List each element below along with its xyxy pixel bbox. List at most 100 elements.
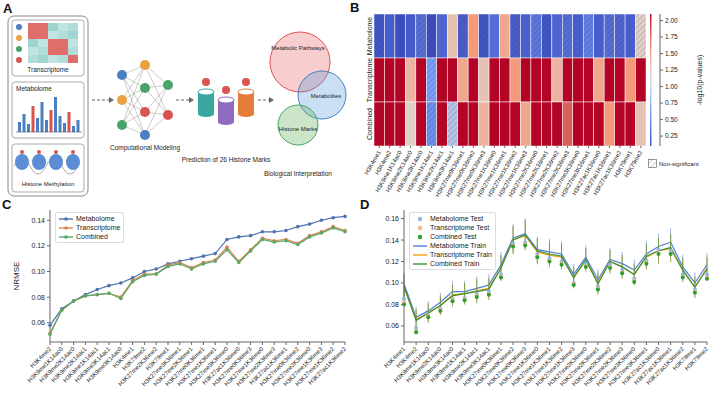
svg-text:Transcriptome: Transcriptome <box>366 58 374 103</box>
svg-text:H3K27me1K36me0: H3K27me1K36me0 <box>465 149 497 198</box>
svg-text:Histone Marks: Histone Marks <box>279 126 317 132</box>
svg-text:H3K27me3K36me1: H3K27me3K36me1 <box>607 345 649 388</box>
svg-text:H3K27me1K36me2: H3K27me1K36me2 <box>522 345 564 388</box>
svg-text:H3K27ac1K36me0: H3K27ac1K36me0 <box>571 149 602 197</box>
svg-text:H3K27ac1K36me1: H3K27ac1K36me1 <box>581 149 613 197</box>
svg-text:0.25: 0.25 <box>665 132 678 139</box>
svg-text:H3K27me1K36me1: H3K27me1K36me1 <box>510 345 552 388</box>
svg-text:H3K27me0K36me3: H3K27me0K36me3 <box>455 149 487 198</box>
svg-text:H3K27ac1K36me2: H3K27ac1K36me2 <box>307 345 347 385</box>
svg-text:A: A <box>3 1 13 16</box>
svg-text:H3K27me2K36me1: H3K27me2K36me1 <box>517 149 550 198</box>
svg-text:-log10(p-values): -log10(p-values) <box>696 55 704 106</box>
svg-text:H3K27me0K36me2: H3K27me0K36me2 <box>444 149 477 198</box>
svg-text:H3K9me3K14ac1: H3K9me3K14ac1 <box>426 149 456 194</box>
svg-text:Metabolome: Metabolome <box>366 17 373 56</box>
svg-text:0.75: 0.75 <box>665 99 678 106</box>
svg-text:1.25: 1.25 <box>665 66 678 73</box>
svg-text:H3K27me0K36me1: H3K27me0K36me1 <box>461 345 504 388</box>
svg-text:H3K27me1K36me2: H3K27me1K36me2 <box>486 149 518 198</box>
svg-text:H3K9me3K14ac1: H3K9me3K14ac1 <box>453 345 491 384</box>
svg-text:H3K27me3K36me0: H3K27me3K36me0 <box>187 345 230 388</box>
svg-text:1.50: 1.50 <box>665 50 678 57</box>
svg-text:H3K9me1K14ac1: H3K9me1K14ac1 <box>61 345 100 384</box>
svg-text:Prediction of 26 Histone Marks: Prediction of 26 Histone Marks <box>182 156 271 163</box>
svg-text:H3K27ac1K36me0: H3K27ac1K36me0 <box>201 345 241 386</box>
svg-text:H3K27me3K36me1: H3K27me3K36me1 <box>140 345 182 388</box>
svg-text:H3K27me2K36me1: H3K27me2K36me1 <box>558 345 601 388</box>
svg-text:H3K27me2K36me0: H3K27me2K36me0 <box>546 345 588 388</box>
svg-text:H3K27ac1K36me2: H3K27ac1K36me2 <box>645 345 685 386</box>
svg-text:H3K27me2K36me0: H3K27me2K36me0 <box>507 149 539 198</box>
svg-text:0.12: 0.12 <box>385 258 399 265</box>
svg-text:H3K9me2K14ac0: H3K9me2K14ac0 <box>405 345 443 384</box>
svg-text:0.06: 0.06 <box>31 319 45 326</box>
svg-text:H3K27me3K36me1: H3K27me3K36me1 <box>559 149 592 198</box>
svg-text:H3K27me0K36me1: H3K27me0K36me1 <box>164 345 206 388</box>
svg-text:H3K27me2K36me0: H3K27me2K36me0 <box>270 345 312 388</box>
svg-text:H3K27me0K36me3: H3K27me0K36me3 <box>486 345 528 388</box>
svg-text:H3K27me1K36me0: H3K27me1K36me0 <box>223 345 265 388</box>
svg-text:Metabolic Pathways: Metabolic Pathways <box>271 45 324 51</box>
svg-text:0.14: 0.14 <box>385 237 399 244</box>
svg-text:0.10: 0.10 <box>385 279 399 286</box>
svg-text:H3K9me2K14ac0: H3K9me2K14ac0 <box>38 345 76 384</box>
svg-text:H3K9me1K14ac0: H3K9me1K14ac0 <box>392 345 431 384</box>
svg-text:H3K79me2: H3K79me2 <box>623 149 644 179</box>
svg-text:H3K27me0K36me2: H3K27me0K36me2 <box>474 345 516 388</box>
svg-text:H3K9me1K14ac0: H3K9me1K14ac0 <box>26 345 64 384</box>
svg-text:H3K79me2: H3K79me2 <box>684 345 710 371</box>
svg-text:1.75: 1.75 <box>665 33 678 40</box>
svg-text:H3K27me1K36me1: H3K27me1K36me1 <box>476 149 508 198</box>
svg-text:H3K27me2K36me1: H3K27me2K36me1 <box>152 345 194 388</box>
svg-text:H3K27me1K36me3: H3K27me1K36me3 <box>497 149 529 198</box>
svg-text:H3K9me1K14ac1: H3K9me1K14ac1 <box>405 149 435 194</box>
svg-text:H3K27ac1K36me2: H3K27ac1K36me2 <box>592 149 623 197</box>
svg-text:H3K27ac1K36me1: H3K27ac1K36me1 <box>248 345 289 386</box>
svg-text:H3K27me2K36me3: H3K27me2K36me3 <box>583 345 625 388</box>
svg-text:H3K27me1K36me2: H3K27me1K36me2 <box>294 345 336 388</box>
svg-text:H3K27me3K36me0: H3K27me3K36me0 <box>595 345 637 388</box>
svg-text:H3K9me2K14ac0: H3K9me2K14ac0 <box>384 149 414 194</box>
svg-text:H3K27me1K36me0: H3K27me1K36me0 <box>498 345 540 388</box>
svg-text:H3K27me0K36me3: H3K27me0K36me3 <box>211 345 253 388</box>
svg-text:H3K27me2K36me2: H3K27me2K36me2 <box>528 149 560 198</box>
svg-text:Computational Modeling: Computational Modeling <box>110 144 180 152</box>
svg-text:H3K9me3K14ac1: H3K9me3K14ac1 <box>73 345 112 384</box>
svg-text:H3K27me2K36me2: H3K27me2K36me2 <box>117 345 159 388</box>
svg-text:0.08: 0.08 <box>385 301 399 308</box>
svg-text:Transcriptome: Transcriptome <box>27 66 69 74</box>
svg-text:0.08: 0.08 <box>31 294 45 301</box>
svg-text:H3K27me0K36me2: H3K27me0K36me2 <box>258 345 300 388</box>
svg-text:H3K27me1K36me3: H3K27me1K36me3 <box>534 345 576 388</box>
svg-text:Metabolome: Metabolome <box>16 85 52 92</box>
svg-text:Combined: Combined <box>366 108 373 140</box>
svg-text:H3K27ac1K36me0: H3K27ac1K36me0 <box>620 345 661 386</box>
svg-text:2.00: 2.00 <box>665 17 678 24</box>
svg-text:H3K9me3K14ac0: H3K9me3K14ac0 <box>85 345 123 384</box>
svg-text:H3K27me2K36me3: H3K27me2K36me3 <box>235 345 277 388</box>
svg-text:H3K27me2K36me2: H3K27me2K36me2 <box>571 345 613 388</box>
svg-text:H3K27me3K36me0: H3K27me3K36me0 <box>549 149 581 198</box>
svg-text:H3K27me1K36me3: H3K27me1K36me3 <box>282 345 324 388</box>
svg-text:H3K27ac1K36me1: H3K27ac1K36me1 <box>633 345 673 386</box>
svg-text:H3K27me2K36me3: H3K27me2K36me3 <box>538 149 571 198</box>
svg-text:0.14: 0.14 <box>31 217 45 224</box>
svg-text:H3K9me1K14ac1: H3K9me1K14ac1 <box>429 345 467 384</box>
svg-text:H3K9me2K14ac1: H3K9me2K14ac1 <box>50 345 88 384</box>
svg-text:Non-significant: Non-significant <box>659 161 699 167</box>
svg-text:H3K27me0K36me1: H3K27me0K36me1 <box>434 149 466 198</box>
svg-text:0.10: 0.10 <box>31 268 45 275</box>
svg-text:H3K9me3K14ac0: H3K9me3K14ac0 <box>417 345 455 384</box>
svg-text:Metabolites: Metabolites <box>311 93 342 99</box>
svg-text:Histone Methylation: Histone Methylation <box>22 181 75 187</box>
svg-text:0.16: 0.16 <box>385 215 399 222</box>
svg-text:H3K27me1K36me1: H3K27me1K36me1 <box>176 345 218 388</box>
svg-text:1.00: 1.00 <box>665 83 678 90</box>
svg-text:0.06: 0.06 <box>385 322 399 329</box>
svg-text:0.50: 0.50 <box>665 116 678 123</box>
svg-text:H3K9me2K14ac1: H3K9me2K14ac1 <box>441 345 479 384</box>
svg-text:NRMSE: NRMSE <box>12 262 21 291</box>
svg-text:Biological Interpretation: Biological Interpretation <box>264 170 332 178</box>
svg-text:0.12: 0.12 <box>31 242 45 249</box>
